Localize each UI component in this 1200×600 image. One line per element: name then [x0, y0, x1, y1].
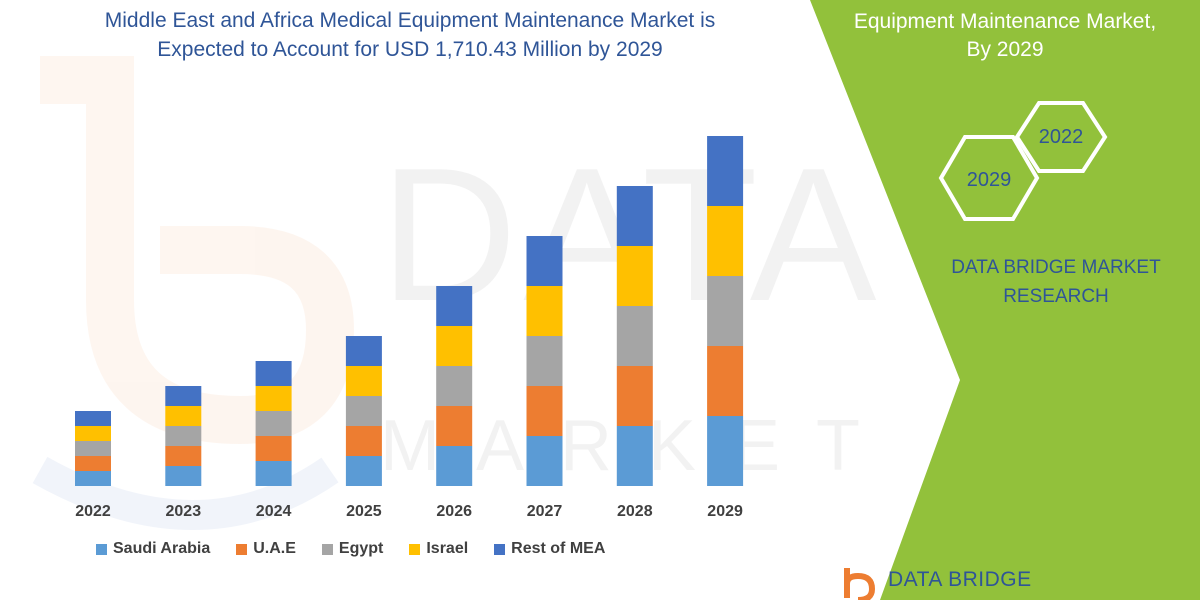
- x-tick-label-2025: 2025: [346, 503, 382, 520]
- bar-segment-2027-rest-of-mea: [526, 236, 563, 286]
- legend-item-saudi-arabia: Saudi Arabia: [96, 540, 210, 558]
- legend-label-saudi-arabia: Saudi Arabia: [113, 540, 211, 557]
- bar-segment-2028-saudi-arabia: [616, 426, 653, 486]
- legend-swatch-u-a-e: [236, 543, 248, 555]
- x-tick-label-2027: 2027: [526, 503, 563, 520]
- chart-title: Middle East and Africa Medical Equipment…: [40, 6, 780, 64]
- bar-segment-2029-israel: [707, 206, 744, 276]
- bar-segment-2024-rest-of-mea: [255, 361, 292, 386]
- panel-title-line-2: By 2029: [966, 38, 1044, 61]
- bar-segment-2025-egypt: [345, 396, 382, 426]
- bar-segment-2022-rest-of-mea: [75, 411, 111, 426]
- bar-segment-2029-u-a-e: [707, 346, 744, 416]
- legend-swatch-israel: [409, 543, 421, 555]
- bar-segment-2025-rest-of-mea: [345, 336, 382, 366]
- brand-name-line-1: DATA BRIDGE MARKET: [951, 257, 1161, 278]
- hexagon-front-label: 2029: [966, 169, 1012, 191]
- bar-segment-2024-saudi-arabia: [255, 461, 292, 486]
- bar-segment-2027-israel: [526, 286, 563, 336]
- bar-segment-2029-egypt: [707, 276, 744, 346]
- legend-swatch-saudi-arabia: [96, 543, 107, 555]
- hexagon-front: [938, 135, 1040, 221]
- bar-segment-2023-egypt: [165, 426, 202, 446]
- bar-segment-2022-saudi-arabia: [75, 471, 111, 486]
- bar-segment-2026-u-a-e: [436, 406, 473, 446]
- bar-segment-2022-egypt: [75, 441, 111, 456]
- panel-title-line-1: Equipment Maintenance Market,: [853, 10, 1157, 33]
- x-tick-label-2023: 2023: [165, 503, 202, 520]
- bar-segment-2024-u-a-e: [255, 436, 292, 461]
- legend-label-rest-of-mea: Rest of MEA: [511, 540, 606, 557]
- x-tick-label-2024: 2024: [255, 503, 292, 520]
- bar-segment-2023-israel: [165, 406, 202, 426]
- hexagon-back: [1014, 101, 1108, 173]
- bar-segment-2027-egypt: [526, 336, 563, 386]
- bar-segment-2028-rest-of-mea: [616, 186, 653, 246]
- logo-mark: [844, 568, 876, 600]
- legend-item-u-a-e: U.A.E: [236, 540, 296, 558]
- bar-segment-2025-u-a-e: [345, 426, 382, 456]
- brand-name-line-2: RESEARCH: [1003, 286, 1109, 307]
- legend-label-egypt: Egypt: [338, 540, 384, 557]
- legend-swatch-egypt: [321, 543, 333, 555]
- panel-title: Equipment Maintenance Market, By 2029: [815, 8, 1195, 64]
- legend-item-rest-of-mea: Rest of MEA: [494, 540, 605, 558]
- bar-segment-2026-rest-of-mea: [436, 286, 473, 326]
- logo-text: DATA BRIDGE: [888, 568, 1032, 591]
- bar-segment-2026-egypt: [436, 366, 473, 406]
- bar-segment-2026-saudi-arabia: [436, 446, 473, 486]
- bar-segment-2028-u-a-e: [616, 366, 653, 426]
- legend-swatch-rest-of-mea: [494, 543, 506, 555]
- legend-item-egypt: Egypt: [321, 540, 384, 558]
- bar-segment-2029-saudi-arabia: [707, 416, 744, 486]
- bar-segment-2026-israel: [436, 326, 473, 366]
- bar-segment-2023-rest-of-mea: [165, 386, 202, 406]
- bar-segment-2024-egypt: [255, 411, 292, 436]
- x-tick-label-2028: 2028: [617, 503, 653, 520]
- right-panel-background: [810, 0, 1200, 600]
- x-tick-label-2026: 2026: [436, 503, 472, 520]
- bar-segment-2022-u-a-e: [75, 456, 111, 471]
- bar-segment-2022-israel: [75, 426, 111, 441]
- chart-title-line-2: Expected to Account for USD 1,710.43 Mil…: [157, 38, 663, 61]
- bar-segment-2024-israel: [255, 386, 292, 411]
- legend: Saudi Arabia U.A.E Egypt Israel Rest of MEA: [96, 540, 605, 558]
- x-tick-label-2029: 2029: [707, 503, 743, 520]
- bar-segment-2023-saudi-arabia: [165, 466, 202, 486]
- legend-item-israel: Israel: [409, 540, 468, 558]
- bar-segment-2029-rest-of-mea: [707, 136, 744, 206]
- bar-segment-2025-israel: [345, 366, 382, 396]
- stacked-bar-chart: [75, 136, 744, 486]
- legend-label-u-a-e: U.A.E: [253, 540, 296, 557]
- x-tick-label-2022: 2022: [75, 503, 111, 520]
- bar-segment-2025-saudi-arabia: [345, 456, 382, 486]
- legend-label-israel: Israel: [426, 540, 469, 557]
- watermark-logo-swoosh: [32, 456, 339, 530]
- hexagon-back-label: 2022: [1038, 126, 1084, 148]
- chart-title-line-1: Middle East and Africa Medical Equipment…: [104, 9, 716, 32]
- brand-name: DATA BRIDGE MARKET RESEARCH: [918, 253, 1194, 311]
- bar-segment-2028-israel: [616, 246, 653, 306]
- bar-segment-2028-egypt: [616, 306, 653, 366]
- bar-segment-2027-u-a-e: [526, 386, 563, 436]
- bar-segment-2027-saudi-arabia: [526, 436, 563, 486]
- bar-segment-2023-u-a-e: [165, 446, 202, 466]
